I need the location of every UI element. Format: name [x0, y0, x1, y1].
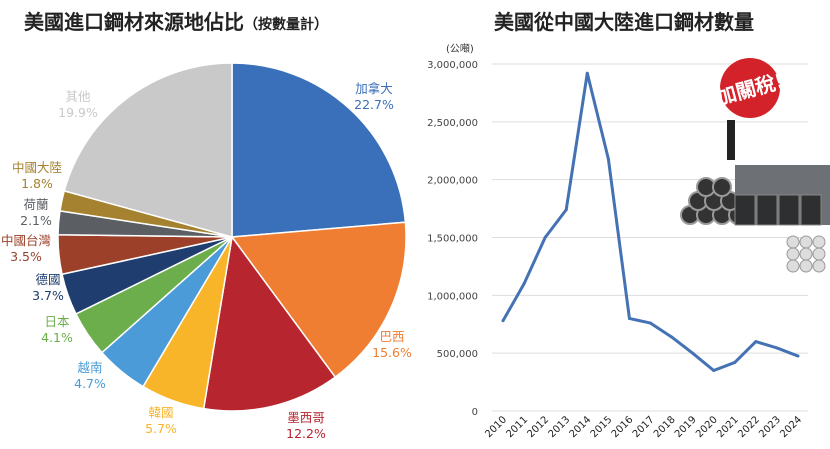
rod-end	[799, 247, 813, 261]
pie-slice	[202, 235, 337, 412]
rod-end	[799, 235, 813, 249]
slice-pct: 1.8%	[21, 176, 53, 191]
slice-pct: 2.1%	[20, 213, 52, 228]
rod-end	[799, 259, 813, 273]
x-tick-label: 2023	[757, 414, 783, 440]
slice-name: 越南	[77, 360, 103, 375]
data-point	[775, 346, 779, 350]
data-point	[627, 316, 631, 320]
slice-pct: 3.5%	[10, 249, 42, 264]
slice-name: 荷蘭	[23, 197, 49, 212]
rod-end	[812, 247, 826, 261]
slice-pct: 15.6%	[372, 345, 412, 360]
data-point	[649, 321, 652, 325]
pie-label-korea: 韓國 5.7%	[145, 405, 177, 437]
slice-pct: 4.7%	[74, 376, 106, 391]
y-tick-label: 1,000,000	[427, 291, 478, 302]
x-tick-label: 2022	[736, 414, 762, 440]
y-tick-label: 500,000	[437, 349, 478, 360]
data-point	[606, 157, 610, 161]
data-point	[712, 369, 716, 373]
slice-name: 墨西哥	[287, 410, 325, 425]
x-tick-label: 2015	[589, 414, 615, 440]
slice-pct: 3.7%	[32, 288, 64, 303]
y-tick-label: 1,500,000	[427, 234, 478, 245]
x-tick-label: 2021	[715, 414, 741, 440]
slice-pct: 5.7%	[145, 421, 177, 436]
pie-title: 美國進口鋼材來源地佔比（按數量計）	[24, 6, 328, 35]
rod-end	[812, 235, 826, 249]
slice-name: 德國	[35, 272, 61, 287]
pie-label-taiwan: 中國台灣 3.5%	[1, 233, 51, 265]
x-tick-label: 2019	[673, 414, 699, 440]
x-tick-label: 2016	[610, 414, 636, 440]
data-point	[585, 71, 589, 75]
data-point	[754, 340, 758, 344]
data-point	[501, 319, 505, 323]
x-tick-label: 2012	[525, 414, 551, 440]
tariff-sign	[720, 58, 780, 118]
data-point	[564, 208, 568, 212]
data-point	[670, 335, 674, 339]
data-point	[733, 360, 737, 364]
pie-label-mainland-china: 中國大陸 1.8%	[12, 160, 62, 192]
pipe-end	[712, 177, 732, 197]
data-point	[522, 282, 526, 286]
slice-pct: 19.9%	[58, 105, 98, 120]
x-tick-label: 2011	[504, 414, 530, 440]
x-tick-label: 2013	[547, 414, 573, 440]
pie-label-germany: 德國 3.7%	[32, 272, 64, 304]
slice-name: 中國台灣	[0, 233, 52, 248]
y-tick-label: 0	[472, 407, 478, 418]
steel-pipes-illustration: 加關稅!	[680, 58, 830, 273]
pie-title-text: 美國進口鋼材來源地佔比	[24, 10, 244, 34]
beam-end	[734, 194, 756, 226]
slice-pct: 22.7%	[354, 97, 394, 112]
x-tick-label: 2020	[694, 414, 720, 440]
pie-label-canada: 加拿大 22.7%	[354, 81, 394, 113]
pie-label-netherlands: 荷蘭 2.1%	[20, 197, 52, 229]
beam-end	[800, 194, 822, 226]
pie-slice	[230, 221, 407, 379]
x-tick-label: 2010	[483, 414, 509, 440]
pie-chart	[57, 62, 407, 412]
data-point	[543, 236, 547, 239]
slice-pct: 4.1%	[41, 330, 73, 345]
pie-slice	[63, 62, 233, 238]
y-tick-label: 2,500,000	[427, 118, 478, 129]
pie-label-others: 其他 19.9%	[58, 89, 98, 121]
pie-label-brazil: 巴西 15.6%	[372, 329, 412, 361]
y-tick-label: 2,000,000	[427, 176, 478, 187]
pie-slice	[231, 62, 407, 238]
rod-end	[786, 259, 800, 273]
rod-end	[786, 247, 800, 261]
x-tick-label: 2017	[631, 414, 657, 440]
businessman-figure	[727, 120, 735, 160]
slice-name: 加拿大	[355, 81, 393, 96]
x-tick-label: 2024	[778, 414, 804, 440]
data-point	[796, 354, 800, 358]
slice-name: 其他	[65, 89, 91, 104]
pie-label-vietnam: 越南 4.7%	[74, 360, 106, 392]
x-tick-label: 2018	[652, 414, 678, 440]
rod-end	[786, 235, 800, 249]
beam-end	[778, 194, 800, 226]
x-tick-label: 2014	[568, 414, 594, 440]
y-unit-label: (公噸)	[446, 44, 474, 55]
slice-name: 日本	[44, 314, 70, 329]
slice-name: 中國大陸	[11, 160, 63, 175]
y-tick-label: 3,000,000	[427, 60, 478, 71]
pie-subtitle: （按數量計）	[244, 17, 328, 33]
rod-end	[812, 259, 826, 273]
beam-end	[756, 194, 778, 226]
slice-name: 韓國	[148, 405, 174, 420]
pie-label-mexico: 墨西哥 12.2%	[286, 410, 326, 442]
slice-pct: 12.2%	[286, 426, 326, 441]
pie-label-japan: 日本 4.1%	[41, 314, 73, 346]
data-point	[691, 351, 695, 355]
line-title: 美國從中國大陸進口鋼材數量	[494, 10, 754, 34]
slice-name: 巴西	[379, 329, 405, 344]
